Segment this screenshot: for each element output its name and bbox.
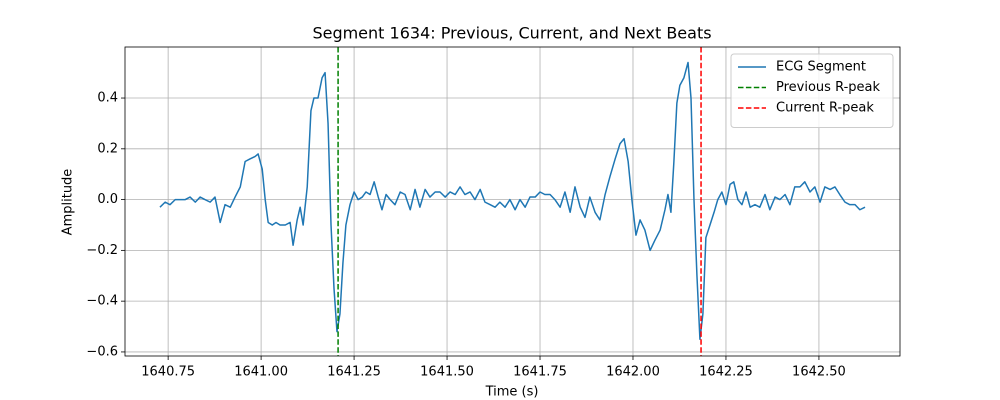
y-tick-label: −0.4 <box>86 294 118 309</box>
x-tick-label: 1641.75 <box>513 365 567 380</box>
legend-label: ECG Segment <box>776 60 866 75</box>
y-tick-label: −0.6 <box>86 344 118 359</box>
y-tick-label: 0.0 <box>97 192 118 207</box>
legend-box <box>730 53 894 128</box>
x-tick-label: 1642.00 <box>606 365 660 380</box>
y-tick-label: 0.4 <box>97 91 118 106</box>
chart-title: Segment 1634: Previous, Current, and Nex… <box>312 24 711 43</box>
legend-label: Previous R-peak <box>776 80 880 95</box>
x-tick-label: 1641.00 <box>234 365 288 380</box>
legend-label: Current R-peak <box>776 101 874 116</box>
y-tick-label: 0.2 <box>97 141 118 156</box>
y-axis-label: Amplitude <box>61 169 76 236</box>
x-tick-label: 1640.75 <box>141 365 195 380</box>
plot-frame <box>124 46 901 357</box>
x-axis-label: Time (s) <box>485 385 539 400</box>
x-tick-label: 1642.25 <box>699 365 753 380</box>
x-tick-label: 1641.25 <box>327 365 381 380</box>
x-tick-label: 1641.50 <box>420 365 474 380</box>
x-tick-label: 1642.50 <box>792 365 846 380</box>
data-line <box>159 61 866 340</box>
y-tick-label: −0.2 <box>86 243 118 258</box>
